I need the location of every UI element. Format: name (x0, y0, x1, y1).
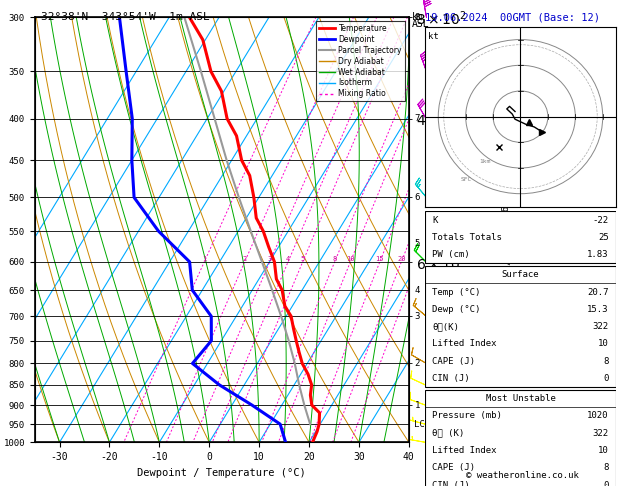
Text: 322: 322 (593, 322, 609, 331)
Text: 19.06.2024  00GMT (Base: 12): 19.06.2024 00GMT (Base: 12) (425, 12, 599, 22)
Text: Most Unstable: Most Unstable (486, 394, 555, 403)
Text: CIN (J): CIN (J) (432, 374, 470, 383)
Text: 32°38'N  343°54'W  1m ASL: 32°38'N 343°54'W 1m ASL (41, 12, 209, 22)
Text: 1km: 1km (479, 159, 491, 164)
Text: 20: 20 (397, 256, 406, 262)
Text: 20.7: 20.7 (587, 288, 609, 296)
Text: 0: 0 (603, 374, 609, 383)
Text: 7: 7 (415, 114, 420, 123)
Text: 8: 8 (603, 357, 609, 365)
Text: 10: 10 (598, 446, 609, 455)
Text: 1.83: 1.83 (587, 250, 609, 259)
Text: SFC: SFC (460, 177, 472, 182)
Text: Temp (°C): Temp (°C) (432, 288, 481, 296)
Text: © weatheronline.co.uk: © weatheronline.co.uk (465, 471, 579, 480)
Y-axis label: Mixing Ratio (g/kg): Mixing Ratio (g/kg) (500, 178, 509, 281)
Text: 5: 5 (415, 239, 420, 248)
Text: 15: 15 (376, 256, 384, 262)
Text: 3: 3 (415, 312, 420, 321)
Text: 2: 2 (243, 256, 247, 262)
Text: -22: -22 (593, 216, 609, 225)
Text: 25: 25 (598, 233, 609, 242)
Text: 1020: 1020 (587, 411, 609, 420)
Text: CIN (J): CIN (J) (432, 481, 470, 486)
Text: Lifted Index: Lifted Index (432, 339, 497, 348)
X-axis label: Dewpoint / Temperature (°C): Dewpoint / Temperature (°C) (137, 468, 306, 478)
Bar (425, 211, 616, 263)
Text: Lifted Index: Lifted Index (432, 446, 497, 455)
Text: 8: 8 (333, 256, 337, 262)
Text: 1: 1 (202, 256, 206, 262)
Text: 5: 5 (301, 256, 305, 262)
Text: 10: 10 (346, 256, 355, 262)
Bar (425, 266, 616, 387)
Text: K: K (432, 216, 438, 225)
Text: 2: 2 (415, 359, 420, 368)
Bar (425, 390, 616, 486)
Text: Pressure (mb): Pressure (mb) (432, 411, 502, 420)
Legend: Temperature, Dewpoint, Parcel Trajectory, Dry Adiabat, Wet Adiabat, Isotherm, Mi: Temperature, Dewpoint, Parcel Trajectory… (316, 21, 405, 102)
Text: kt: kt (428, 32, 439, 41)
Text: 4: 4 (286, 256, 290, 262)
Text: θᴀ (K): θᴀ (K) (432, 429, 464, 437)
Text: ASL: ASL (412, 19, 430, 30)
Text: 6: 6 (415, 193, 420, 202)
Text: 8: 8 (415, 13, 420, 21)
Text: 10: 10 (598, 339, 609, 348)
Text: 4: 4 (415, 286, 420, 295)
Text: 0: 0 (603, 481, 609, 486)
Text: CAPE (J): CAPE (J) (432, 357, 476, 365)
Text: 3: 3 (267, 256, 272, 262)
Text: Surface: Surface (502, 270, 539, 279)
Text: 8: 8 (603, 463, 609, 472)
Text: θᴀ(K): θᴀ(K) (432, 322, 459, 331)
Text: Totals Totals: Totals Totals (432, 233, 502, 242)
Text: km: km (412, 12, 424, 22)
Text: LCL: LCL (415, 419, 430, 429)
Text: PW (cm): PW (cm) (432, 250, 470, 259)
Text: 15.3: 15.3 (587, 305, 609, 314)
Text: CAPE (J): CAPE (J) (432, 463, 476, 472)
Text: Dewp (°C): Dewp (°C) (432, 305, 481, 314)
Text: 322: 322 (593, 429, 609, 437)
Text: 1: 1 (415, 400, 420, 410)
